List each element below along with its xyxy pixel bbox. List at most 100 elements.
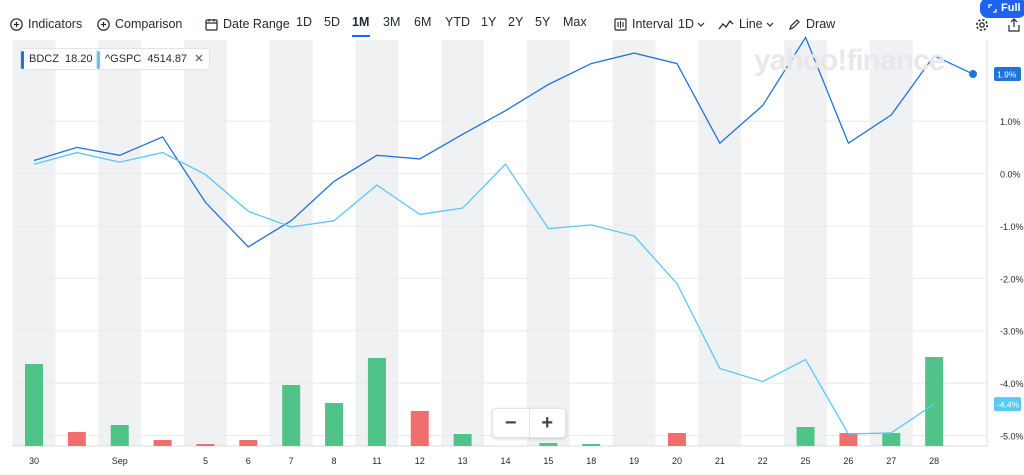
shade-band [869,40,913,446]
range-max[interactable]: Max [563,15,587,29]
zoom-in-button[interactable]: + [528,409,566,437]
shade-band [98,40,142,446]
zoom-controls: − + [492,408,566,438]
x-tick-label: 30 [29,456,39,466]
x-tick-label: 15 [543,456,553,466]
volume-bar [325,403,344,446]
x-tick-label: 18 [586,456,596,466]
x-tick-label: 12 [415,456,425,466]
comparison-button[interactable]: Comparison [97,15,182,33]
volume-bar [239,440,258,446]
range-1m[interactable]: 1M [352,15,370,29]
shade-band [441,40,485,446]
volume-bar [110,425,129,446]
x-tick-label: 8 [332,456,337,466]
range-1y[interactable]: 1Y [481,15,497,29]
volume-bar [367,358,386,446]
indicators-label: Indicators [28,17,83,31]
badge-bg [994,67,1021,82]
x-tick-label: 21 [715,456,725,466]
range-2y[interactable]: 2Y [508,15,524,29]
draw-button[interactable]: Draw [788,15,835,33]
x-tick-label: 28 [929,456,939,466]
badge-label: 1.9% [997,70,1017,80]
x-tick-label: 27 [886,456,896,466]
x-tick-label: 14 [500,456,510,466]
volume-bar [410,411,429,446]
y-tick-label: 1.0% [1000,117,1021,127]
legend-color-bar [97,51,100,69]
bdcz-last-badge: 1.9% [994,67,1021,82]
shade-band [526,40,570,446]
volume-bar [882,433,901,446]
remove-comparison-icon[interactable] [195,53,203,65]
x-tick-label: 26 [843,456,853,466]
plus-circle-icon [10,17,23,31]
date-range-button[interactable]: Date Range [205,15,290,33]
zoom-out-button[interactable]: − [504,411,517,434]
range-1d[interactable]: 1D [296,15,312,29]
volume-bar [925,357,944,446]
shade-band [698,40,742,446]
x-tick-label: 19 [629,456,639,466]
plus-circle-icon [97,17,110,31]
volume-bar [153,440,172,446]
shade-band [184,40,227,446]
volume-bar [667,433,686,446]
date-range-label: Date Range [223,17,290,31]
y-tick-label: -2.0% [1000,274,1024,284]
y-tick-label: -3.0% [1000,327,1024,337]
volume-bar [539,443,558,446]
range-5y[interactable]: 5Y [535,15,551,29]
volume-bar [67,432,86,446]
legend-value: 18.20 [64,53,93,65]
legend-chip-gspc[interactable]: ^GSPC 4514.87 [96,48,211,70]
volume-bar [282,385,301,446]
range-ytd[interactable]: YTD [445,15,470,29]
full-label: Full [1001,2,1021,14]
legend-value: 4514.87 [147,53,188,65]
interval-value: 1D [678,17,694,31]
legend-symbol: BDCZ [29,53,59,65]
gspc-last-badge: -4.4% [994,397,1021,412]
legend-color-bar [21,51,24,69]
range-6m[interactable]: 6M [414,15,432,29]
y-tick-label: -4.0% [1000,379,1024,389]
share-icon[interactable] [1008,18,1020,37]
volume-bars [25,357,944,446]
series-lines [33,35,977,435]
draw-label: Draw [806,17,836,31]
volume-bar [796,427,815,446]
calendar-icon [205,18,218,31]
volume-bar [839,433,858,446]
range-3m[interactable]: 3M [383,15,401,29]
expand-icon [988,3,997,13]
volume-bar [25,364,43,446]
volume-bar [196,444,215,446]
chart-type-button[interactable]: Line [718,15,774,33]
y-tick-label: 0.0% [1000,170,1021,180]
series-line-gspc [33,151,935,435]
gridlines [12,40,988,447]
x-axis: 30 Sep 5 6 7 8 11 12 13 14 15 18 19 20 21 22 25 26 27 28 [29,456,939,466]
active-range-indicator [352,35,370,37]
legend-symbol: ^GSPC [105,53,142,65]
interval-icon [614,17,627,31]
legend-chip-bdcz[interactable]: BDCZ 18.20 [20,48,100,70]
series-extension [933,55,974,75]
indicators-button[interactable]: Indicators [10,15,82,33]
interval-button[interactable]: Interval 1D [614,15,705,33]
x-tick-label: 13 [458,456,468,466]
gear-icon[interactable] [975,18,989,37]
shade-band [269,40,313,446]
range-5d[interactable]: 5D [324,15,340,29]
x-tick-label: 20 [672,456,682,466]
chart-type-label: Line [739,17,763,31]
x-tick-label: 22 [758,456,768,466]
y-tick-label: -1.0% [1000,222,1024,232]
chevron-down-icon [766,17,774,31]
volume-bar [453,434,472,446]
full-screen-button[interactable]: Full [980,0,1024,18]
x-tick-label: 6 [246,456,251,466]
